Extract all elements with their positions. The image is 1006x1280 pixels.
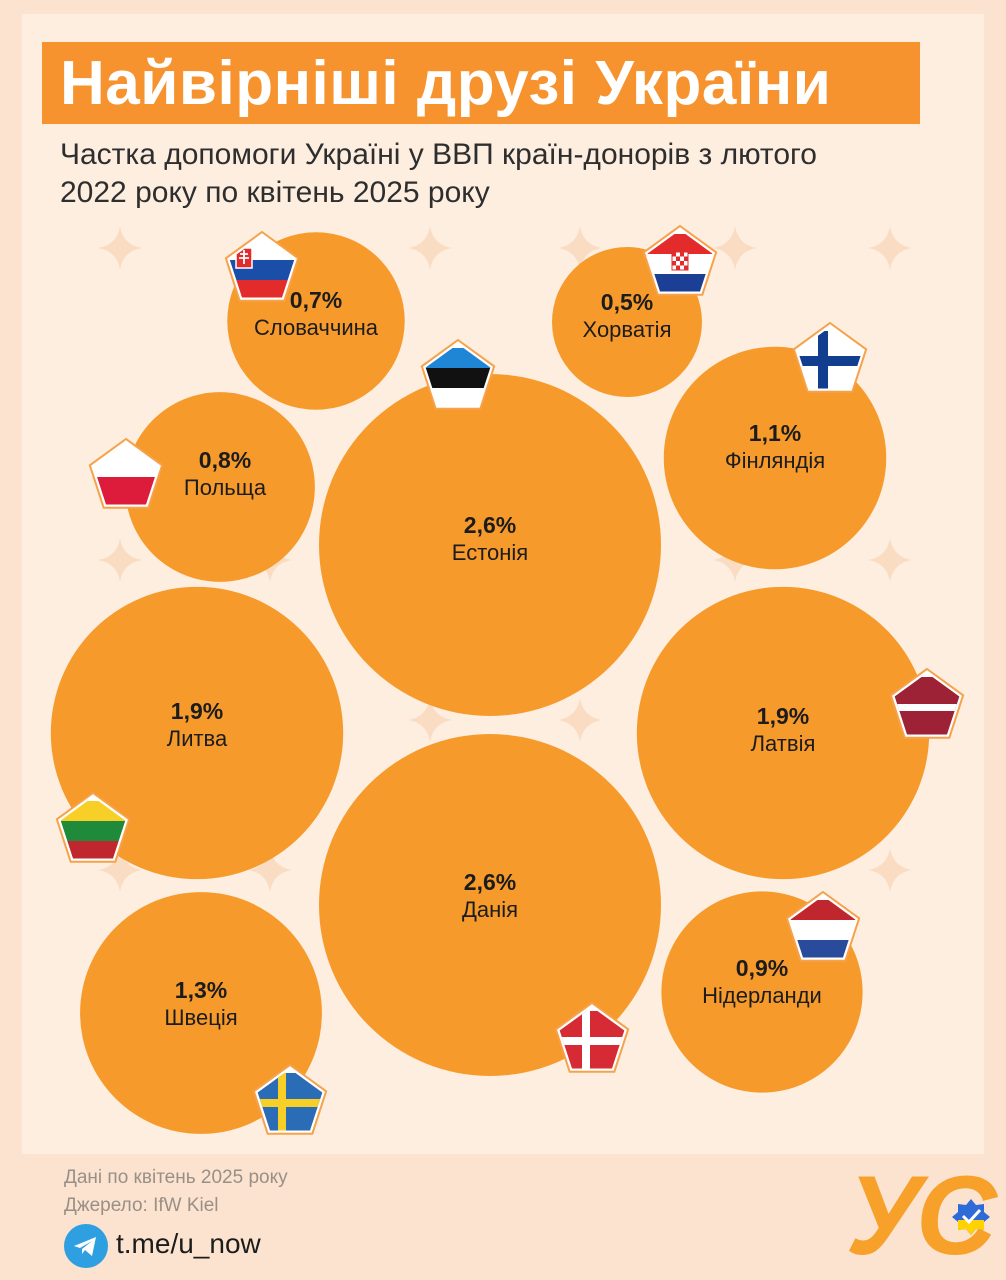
bubble-8 [80,892,322,1134]
bubble-value: 2,6% [464,512,516,538]
bubble-value: 1,9% [171,698,223,724]
sparkle-decoration [98,848,142,892]
croatia-flag-icon [642,224,718,296]
bubble-value: 0,5% [601,289,653,315]
bubble-country-label: Польща [184,475,267,500]
sweden-flag-icon [252,1063,328,1135]
bubble-country-label: Естонія [452,540,528,565]
bubble-value: 1,9% [757,703,809,729]
estonia-flag-icon [420,338,496,410]
telegram-link[interactable]: t.me/u_now [116,1228,261,1259]
bubble-6 [636,586,930,880]
latvia-flag-icon [889,667,965,739]
sparkle-decoration [98,538,142,582]
bubble-4 [663,346,887,570]
netherlands-flag-icon [785,890,861,962]
denmark-flag-icon [554,1001,630,1073]
bubble-country-label: Литва [167,726,228,751]
page-title: Найвірніші друзі України [60,49,832,118]
bubble-5 [50,586,344,880]
bubble-country-label: Фінляндія [725,448,825,473]
sparkle-decoration [558,226,602,270]
sparkle-decoration [408,698,452,742]
sparkle-decoration [713,226,757,270]
sparkle-decoration [868,226,912,270]
bubble-value: 1,1% [749,420,801,446]
bubble-value: 1,3% [175,977,227,1003]
lithuania-flag-icon [55,791,131,863]
ukraine-badge-icon [952,1199,990,1235]
bubble-country-label: Швеція [164,1005,237,1030]
bubble-value: 2,6% [464,869,516,895]
sparkle-decoration [248,848,292,892]
page-subtitle: Частка допомоги Україні у ВВП країн-доно… [60,138,817,209]
bubble-7 [319,734,661,1076]
bubble-country-label: Латвія [751,731,816,756]
title-bar [42,42,920,124]
bubble-country-label: Нідерланди [702,983,822,1008]
bubble-value: 0,7% [290,287,342,313]
bubble-value: 0,9% [736,955,788,981]
telegram-icon[interactable] [64,1224,108,1268]
bubble-3 [319,374,661,716]
bubble-2 [125,392,315,582]
sparkle-decoration [868,538,912,582]
footer-note: Дані по квітень 2025 року [64,1167,288,1188]
bubble-country-label: Хорватія [583,317,672,342]
sparkle-decoration [558,698,602,742]
sparkle-decoration [98,226,142,270]
slovakia-flag-icon [224,230,300,302]
source-note: Джерело: IfW Kiel [64,1195,219,1216]
finland-flag-icon [792,321,868,393]
sparkle-decoration [408,226,452,270]
bubble-country-label: Данія [462,897,518,922]
bubble-value: 0,8% [199,447,251,473]
bubble-country-label: Словаччина [254,315,379,340]
sparkle-decoration [868,848,912,892]
